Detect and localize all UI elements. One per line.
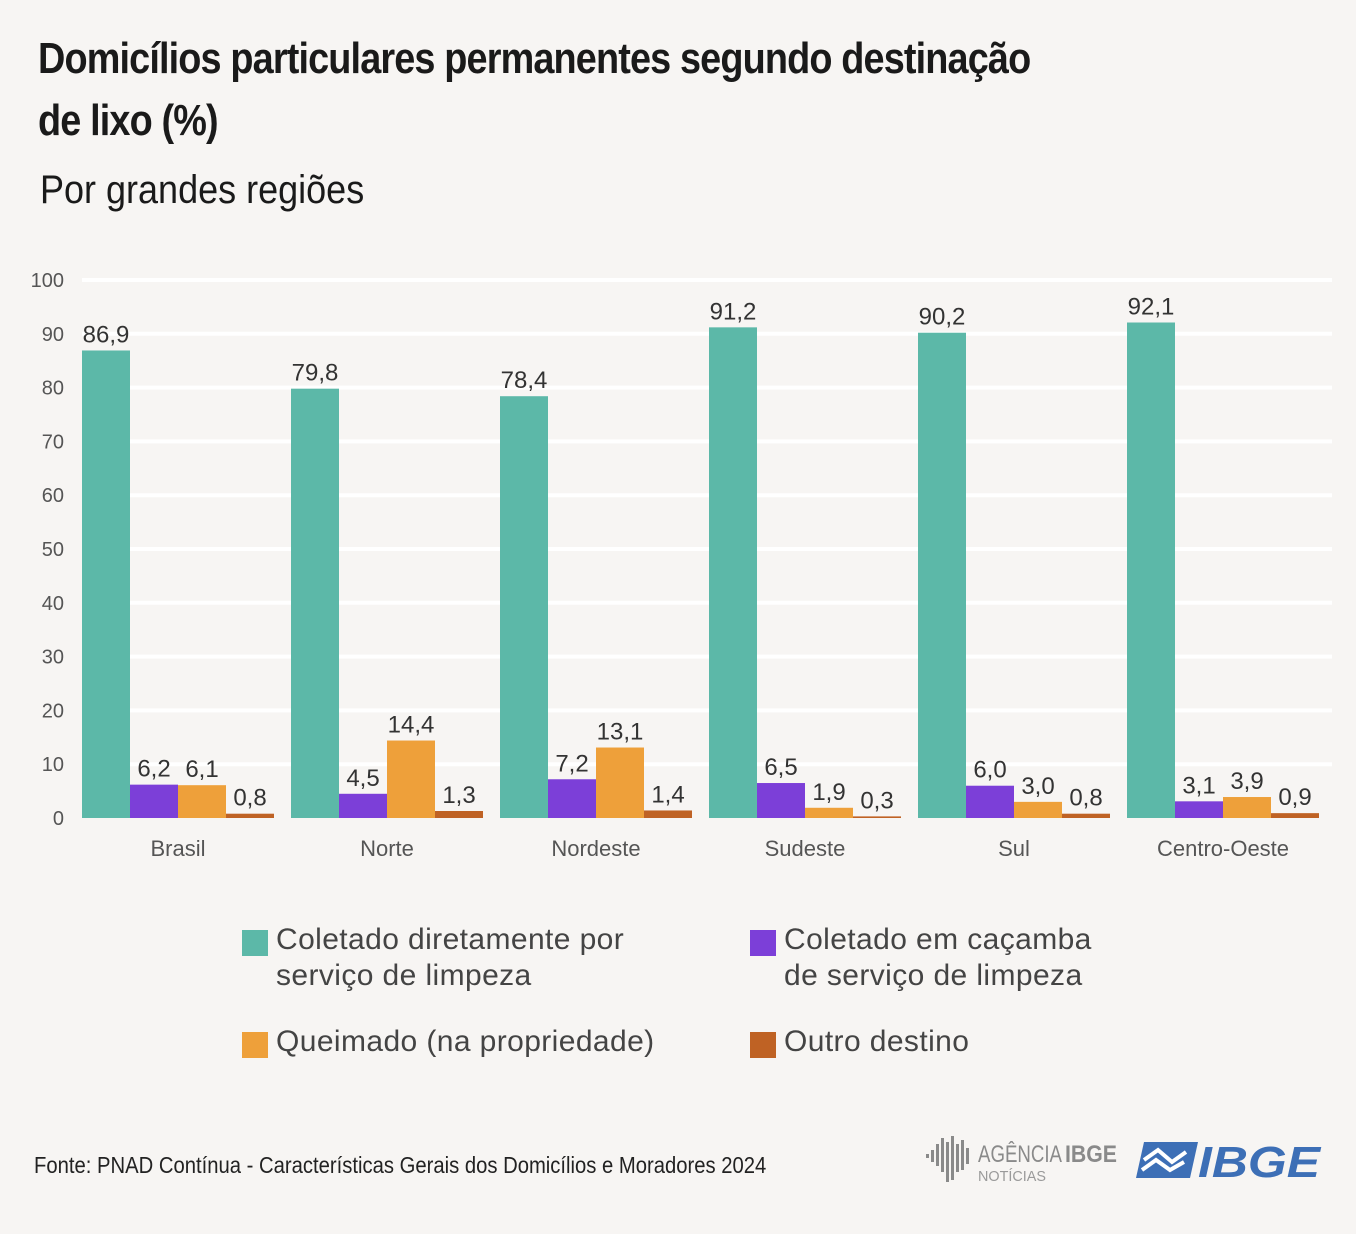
x-tick-label: Norte (360, 836, 414, 861)
y-tick-label: 90 (42, 324, 64, 346)
bar (548, 779, 596, 818)
chart-title: Domicílios particulares permanentes segu… (38, 34, 1031, 145)
bar-value-label: 1,9 (812, 779, 845, 806)
legend-swatch (750, 930, 776, 956)
bar-value-label: 0,8 (233, 785, 266, 812)
bar-value-label: 1,3 (442, 782, 475, 809)
bar (435, 811, 483, 818)
bar (387, 740, 435, 818)
bar-value-label: 13,1 (597, 719, 644, 746)
chart-subtitle: Por grandes regiões (40, 168, 365, 212)
bar (178, 785, 226, 818)
bar-value-label: 0,9 (1278, 784, 1311, 811)
bar (226, 813, 274, 818)
x-axis-ticks: Brasil Norte Nordeste Sudeste Sul Centro-Oest… (150, 836, 1289, 861)
agencia-brand-text: IBGE (1065, 1141, 1117, 1168)
bar (500, 396, 548, 818)
ibge-logo[interactable]: IBGE (1136, 1136, 1326, 1184)
bar-value-label: 91,2 (710, 298, 757, 325)
bar (918, 332, 966, 818)
data-labels: 86,9 6,2 6,1 0,8 79,8 4,5 14,4 1,3 78,4 7,2 13,1 1,… (83, 294, 1312, 815)
bar-value-label: 3,9 (1230, 768, 1263, 795)
bar (130, 784, 178, 818)
bar-value-label: 79,8 (292, 360, 339, 387)
bar-value-label: 4,5 (346, 765, 379, 792)
bar (596, 747, 644, 818)
y-tick-label: 80 (42, 378, 64, 400)
legend-swatch (750, 1032, 776, 1058)
bar-value-label: 1,4 (651, 781, 684, 808)
bar-value-label: 6,0 (973, 757, 1006, 784)
bar-value-label: 6,2 (137, 756, 170, 783)
bar (966, 785, 1014, 818)
y-tick-label: 10 (42, 754, 64, 776)
bar (757, 783, 805, 818)
y-tick-label: 40 (42, 593, 64, 615)
y-tick-label: 20 (42, 700, 64, 722)
bar (853, 816, 901, 818)
bar (709, 327, 757, 818)
bar (644, 810, 692, 818)
x-tick-label: Sudeste (765, 836, 846, 861)
agencia-text: AGÊNCIA (978, 1141, 1062, 1168)
legend-label: Outro destino (784, 1025, 970, 1058)
bar-value-label: 6,1 (185, 756, 218, 783)
legend-swatch (242, 1032, 268, 1058)
gridlines (82, 278, 1332, 767)
bar-value-label: 3,1 (1182, 772, 1215, 799)
bars (82, 322, 1319, 818)
y-tick-label: 0 (53, 808, 64, 830)
legend-item-coletado-diretamente: Coletado diretamente por serviço de limp… (242, 922, 624, 994)
bar-value-label: 0,8 (1069, 785, 1102, 812)
y-tick-label: 70 (42, 431, 64, 453)
legend-item-queimado: Queimado (na propriedade) (242, 1024, 655, 1060)
bar-value-label: 0,3 (860, 787, 893, 814)
legend-swatch (242, 930, 268, 956)
bar (1175, 801, 1223, 818)
bar-value-label: 86,9 (83, 321, 130, 348)
bar (82, 350, 130, 818)
y-axis-ticks: 0 10 20 30 40 50 60 70 80 90 100 (31, 270, 64, 830)
y-tick-label: 50 (42, 539, 64, 561)
y-tick-label: 30 (42, 647, 64, 669)
legend-label: Coletado em caçamba de serviço de limpez… (784, 923, 1092, 992)
bar-chart: 0 10 20 30 40 50 60 70 80 90 100 86,9 6,2 6,1 0,8 79,8… (31, 270, 1332, 861)
legend-label: Coletado diretamente por serviço de limp… (276, 923, 625, 992)
bar (291, 388, 339, 818)
agencia-ibge-noticias-logo[interactable]: AGÊNCIA IBGE NOTÍCIAS (926, 1134, 1126, 1186)
bar-value-label: 14,4 (388, 712, 435, 739)
bar (339, 793, 387, 818)
source-note: Fonte: PNAD Contínua - Características G… (34, 1152, 767, 1178)
y-tick-label: 100 (31, 270, 64, 292)
x-tick-label: Nordeste (551, 836, 640, 861)
bar (1062, 813, 1110, 818)
x-tick-label: Brasil (150, 836, 205, 861)
bar-value-label: 78,4 (501, 367, 548, 394)
bar-value-label: 6,5 (764, 754, 797, 781)
bar (1223, 797, 1271, 818)
ibge-logo-text: IBGE (1198, 1138, 1322, 1184)
noticias-text: NOTÍCIAS (978, 1168, 1046, 1185)
ibge-emblem-icon (1136, 1142, 1198, 1178)
bar-value-label: 92,1 (1128, 294, 1175, 321)
legend-item-outro-destino: Outro destino (750, 1024, 969, 1060)
legend-item-coletado-cacamba: Coletado em caçamba de serviço de limpez… (750, 922, 1092, 994)
legend-label: Queimado (na propriedade) (276, 1025, 655, 1058)
bar (1127, 322, 1175, 818)
x-tick-label: Sul (998, 836, 1030, 861)
bar (805, 807, 853, 818)
bar-value-label: 90,2 (919, 304, 966, 331)
bar (1271, 813, 1319, 818)
y-tick-label: 60 (42, 485, 64, 507)
bar-value-label: 7,2 (555, 750, 588, 777)
barcode-icon (926, 1136, 969, 1182)
bar (1014, 801, 1062, 818)
x-tick-label: Centro-Oeste (1157, 836, 1289, 861)
bar-value-label: 3,0 (1021, 773, 1054, 800)
